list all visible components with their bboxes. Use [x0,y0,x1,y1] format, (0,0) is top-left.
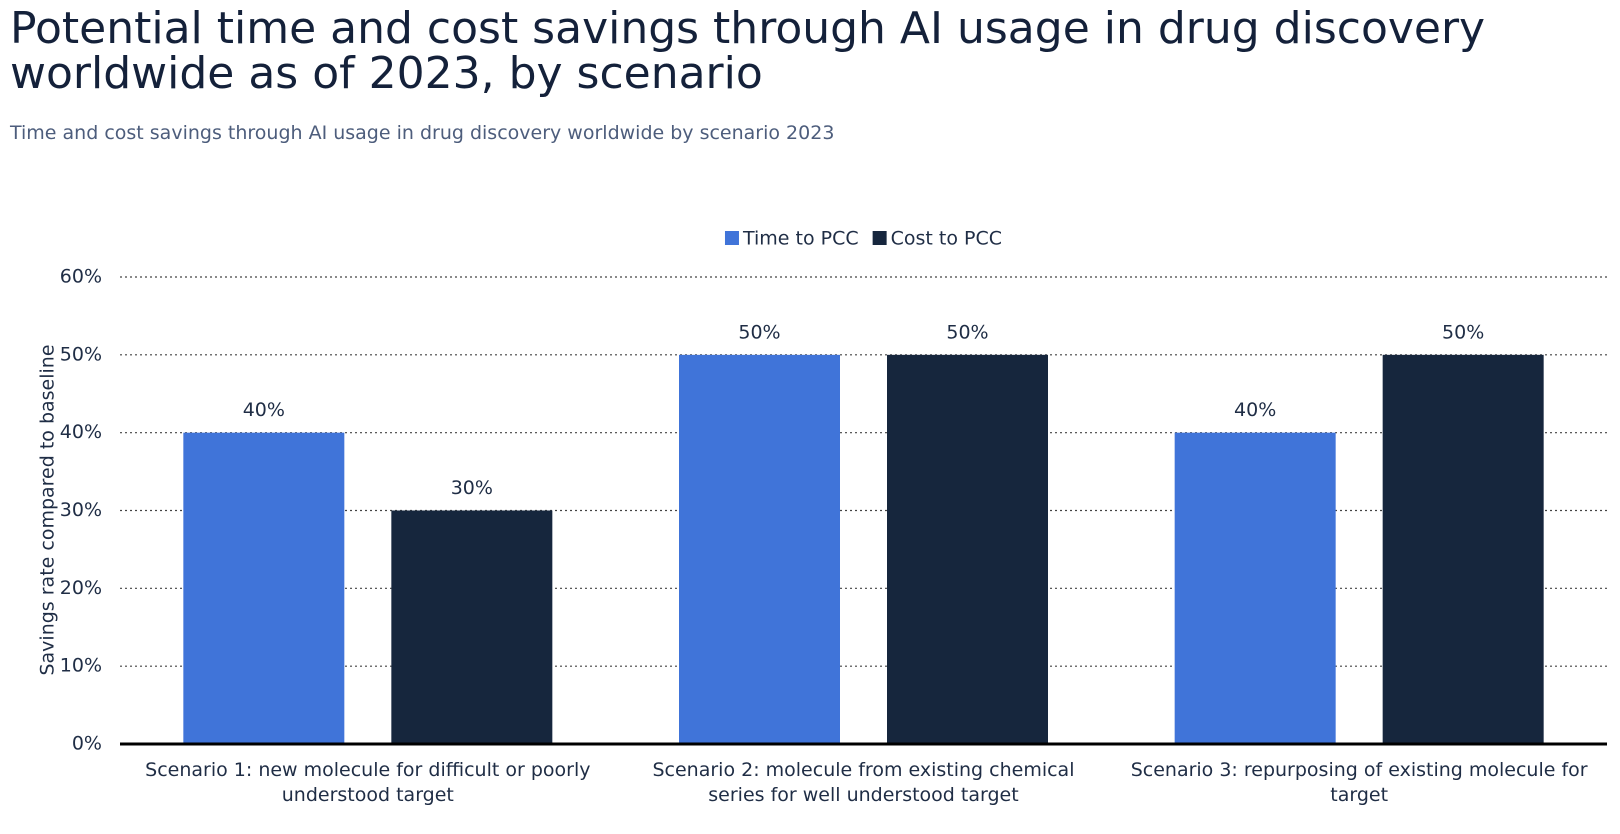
data-label: 40% [1234,399,1276,421]
bar [887,354,1048,744]
bar [1174,432,1336,744]
y-tick-label: 30% [60,499,102,521]
chart-subtitle: Time and cost savings through AI usage i… [10,122,835,144]
bar [679,354,840,744]
legend-swatch [872,231,887,245]
bar [391,510,553,744]
y-tick-label: 50% [60,343,102,365]
data-label: 50% [946,321,988,343]
legend-swatch [724,231,739,245]
data-label: 50% [1442,321,1484,343]
legend-label: Time to PCC [742,228,859,250]
chart-title: Potential time and cost savings through … [10,3,1486,99]
x-tick-label: Scenario 3: repurposing of existing mole… [1130,759,1588,806]
legend-label: Cost to PCC [891,228,1002,250]
y-tick-label: 20% [60,577,102,599]
bar [1382,354,1544,744]
bar [183,432,345,744]
y-tick-label: 0% [72,733,102,755]
y-tick-label: 60% [60,266,102,288]
data-label: 40% [243,399,285,421]
x-tick-label: Scenario 1: new molecule for difficult o… [145,759,591,806]
y-tick-label: 10% [60,655,102,677]
y-tick-label: 40% [60,421,102,443]
x-tick-label: Scenario 2: molecule from existing chemi… [652,759,1075,806]
data-label: 50% [738,321,780,343]
data-label: 30% [451,477,493,499]
y-axis-label: Savings rate compared to baseline [37,344,59,675]
